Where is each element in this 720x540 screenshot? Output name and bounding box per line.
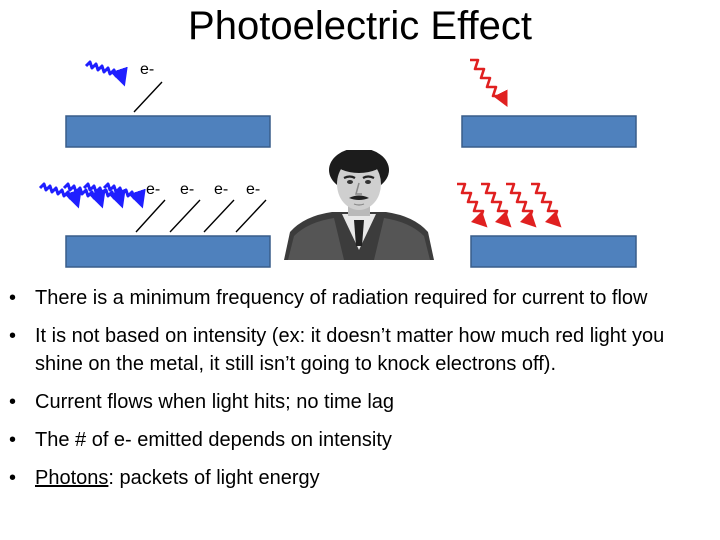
bullet-text: It is not based on intensity (ex: it doe…	[35, 325, 665, 375]
bullet-text: : packets of light energy	[108, 467, 320, 489]
metal-plate-bottom-right	[470, 235, 637, 268]
electron-path	[235, 199, 267, 233]
metal-plate-bottom-left	[65, 235, 271, 268]
bullet-text: There is a minimum frequency of radiatio…	[35, 287, 648, 309]
red-light-wave	[470, 58, 508, 107]
blue-light-wave	[102, 182, 146, 209]
electron-label: e-	[214, 181, 228, 198]
metal-plate-top-right	[461, 115, 637, 148]
red-light-wave	[531, 182, 562, 228]
red-light-wave	[481, 182, 512, 228]
red-light-wave	[506, 182, 537, 228]
electron-path	[203, 199, 235, 233]
bullet-item: Photons: packets of light energy	[9, 464, 712, 492]
bullet-term: Photons	[35, 467, 109, 489]
blue-light-wave	[82, 182, 126, 209]
bullet-text: Current flows when light hits; no time l…	[35, 391, 395, 413]
electron-label: e-	[246, 181, 260, 198]
electron-label: e-	[180, 181, 194, 198]
slide-title: Photoelectric Effect	[188, 4, 532, 48]
bullet-item: The # of e- emitted depends on intensity	[9, 426, 712, 454]
blue-light-wave	[62, 182, 106, 209]
bullet-text: The # of e- emitted depends on intensity	[35, 429, 392, 451]
blue-light-wave	[38, 182, 82, 209]
metal-plate-top-left	[65, 115, 271, 148]
electron-path	[169, 199, 201, 233]
bullet-item: Current flows when light hits; no time l…	[9, 388, 712, 416]
portrait-of-scientist	[284, 150, 434, 260]
bullet-item: It is not based on intensity (ex: it doe…	[9, 322, 712, 378]
electron-label: e-	[140, 61, 154, 78]
portrait-image	[284, 150, 434, 260]
electron-path	[133, 81, 163, 113]
blue-light-wave	[84, 60, 128, 87]
electron-path	[135, 199, 166, 233]
photoelectric-diagram: e- e- e- e- e-	[38, 58, 637, 268]
bullet-item: There is a minimum frequency of radiatio…	[9, 284, 712, 312]
red-light-wave	[457, 182, 488, 228]
electron-label: e-	[146, 181, 160, 198]
bullet-list: There is a minimum frequency of radiatio…	[9, 284, 712, 502]
